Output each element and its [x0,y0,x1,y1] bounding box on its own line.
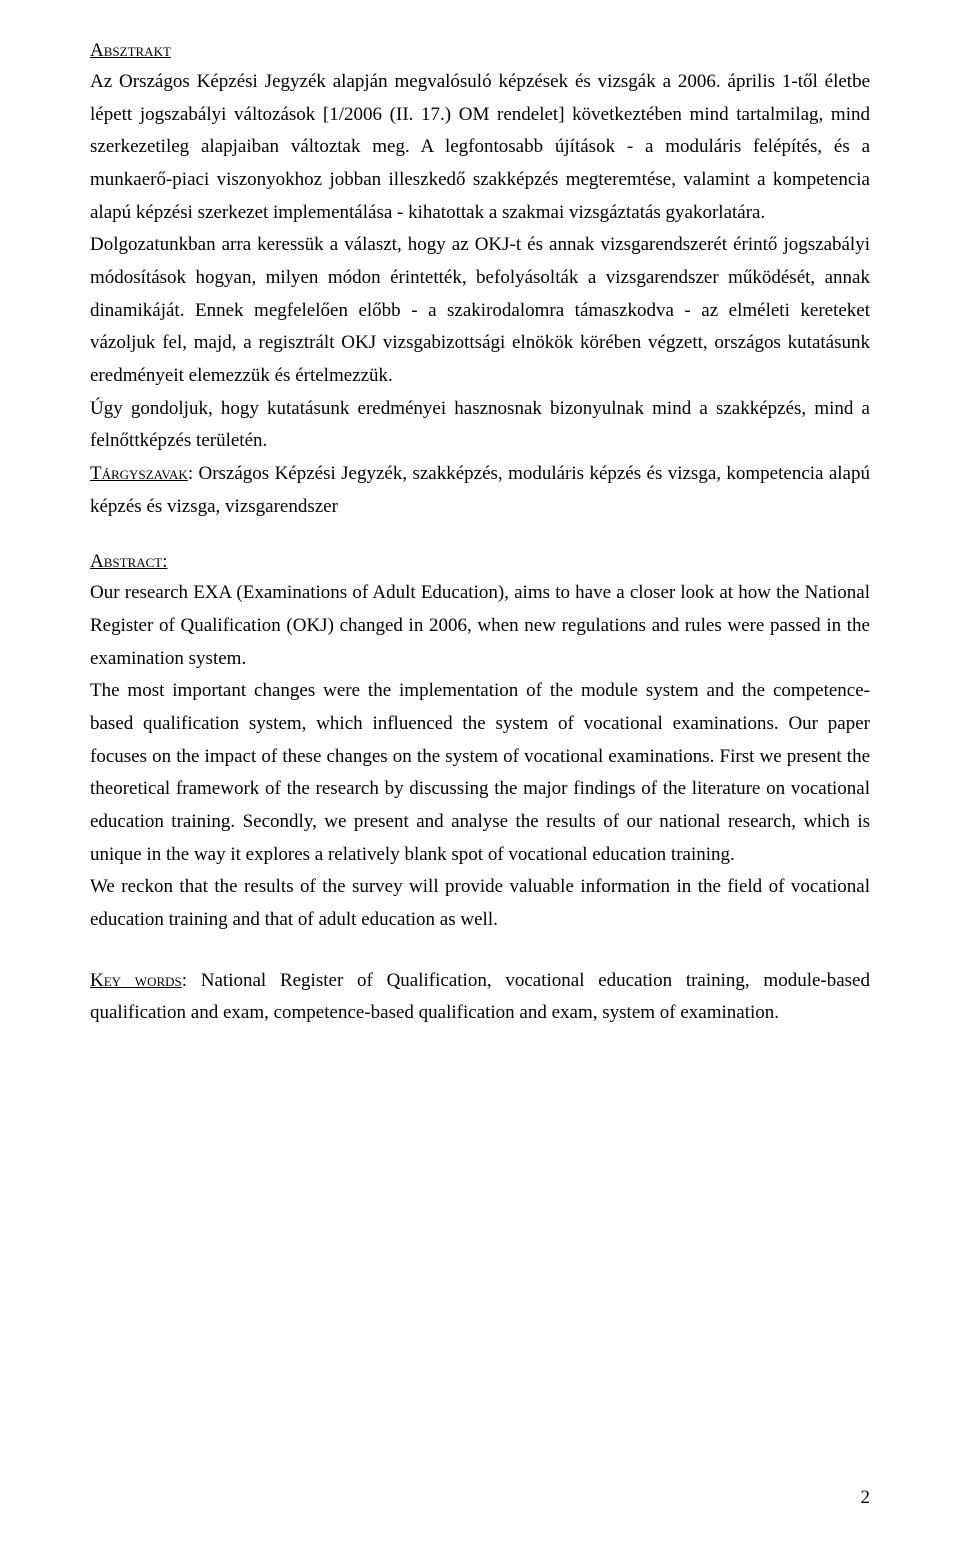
document-page: Absztrakt Az Országos Képzési Jegyzék al… [0,0,960,1549]
label-keywords: Key words [90,970,182,991]
paragraph-en-3: We reckon that the results of the survey… [90,871,870,936]
paragraph-hu-2: Dolgozatunkban arra keressük a választ, … [90,229,870,392]
targyszavak-content: : Országos Képzési Jegyzék, szakképzés, … [90,463,870,517]
paragraph-keywords: Key words: National Register of Qualific… [90,965,870,1030]
heading-absztrakt: Absztrakt [90,40,870,62]
section-spacer-2 [90,937,870,965]
paragraph-hu-1: Az Országos Képzési Jegyzék alapján megv… [90,66,870,229]
paragraph-hu-3: Úgy gondoljuk, hogy kutatásunk eredménye… [90,393,870,458]
page-number: 2 [861,1487,871,1509]
paragraph-targyszavak: Tárgyszavak: Országos Képzési Jegyzék, s… [90,458,870,523]
paragraph-en-1: Our research EXA (Examinations of Adult … [90,577,870,675]
paragraph-en-2: The most important changes were the impl… [90,675,870,871]
keywords-content: : National Register of Qualification, vo… [90,970,870,1024]
heading-abstract: Abstract: [90,551,870,573]
section-spacer [90,523,870,551]
label-targyszavak: Tárgyszavak [90,463,188,484]
